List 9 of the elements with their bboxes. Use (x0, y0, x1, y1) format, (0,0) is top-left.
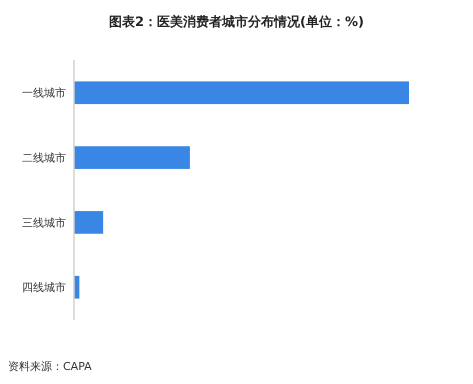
chart-title: 图表2：医美消费者城市分布情况(单位：%) (109, 14, 364, 30)
y-tick-label: 三线城市 (22, 216, 66, 230)
bar (74, 81, 409, 104)
bar (74, 211, 104, 234)
text: 资料来源：CAPA (8, 360, 92, 373)
y-tick-label: 二线城市 (22, 151, 66, 164)
y-tick-label: 一线城市 (22, 86, 66, 100)
y-tick-label: 四线城市 (22, 281, 66, 294)
bar (74, 146, 190, 169)
